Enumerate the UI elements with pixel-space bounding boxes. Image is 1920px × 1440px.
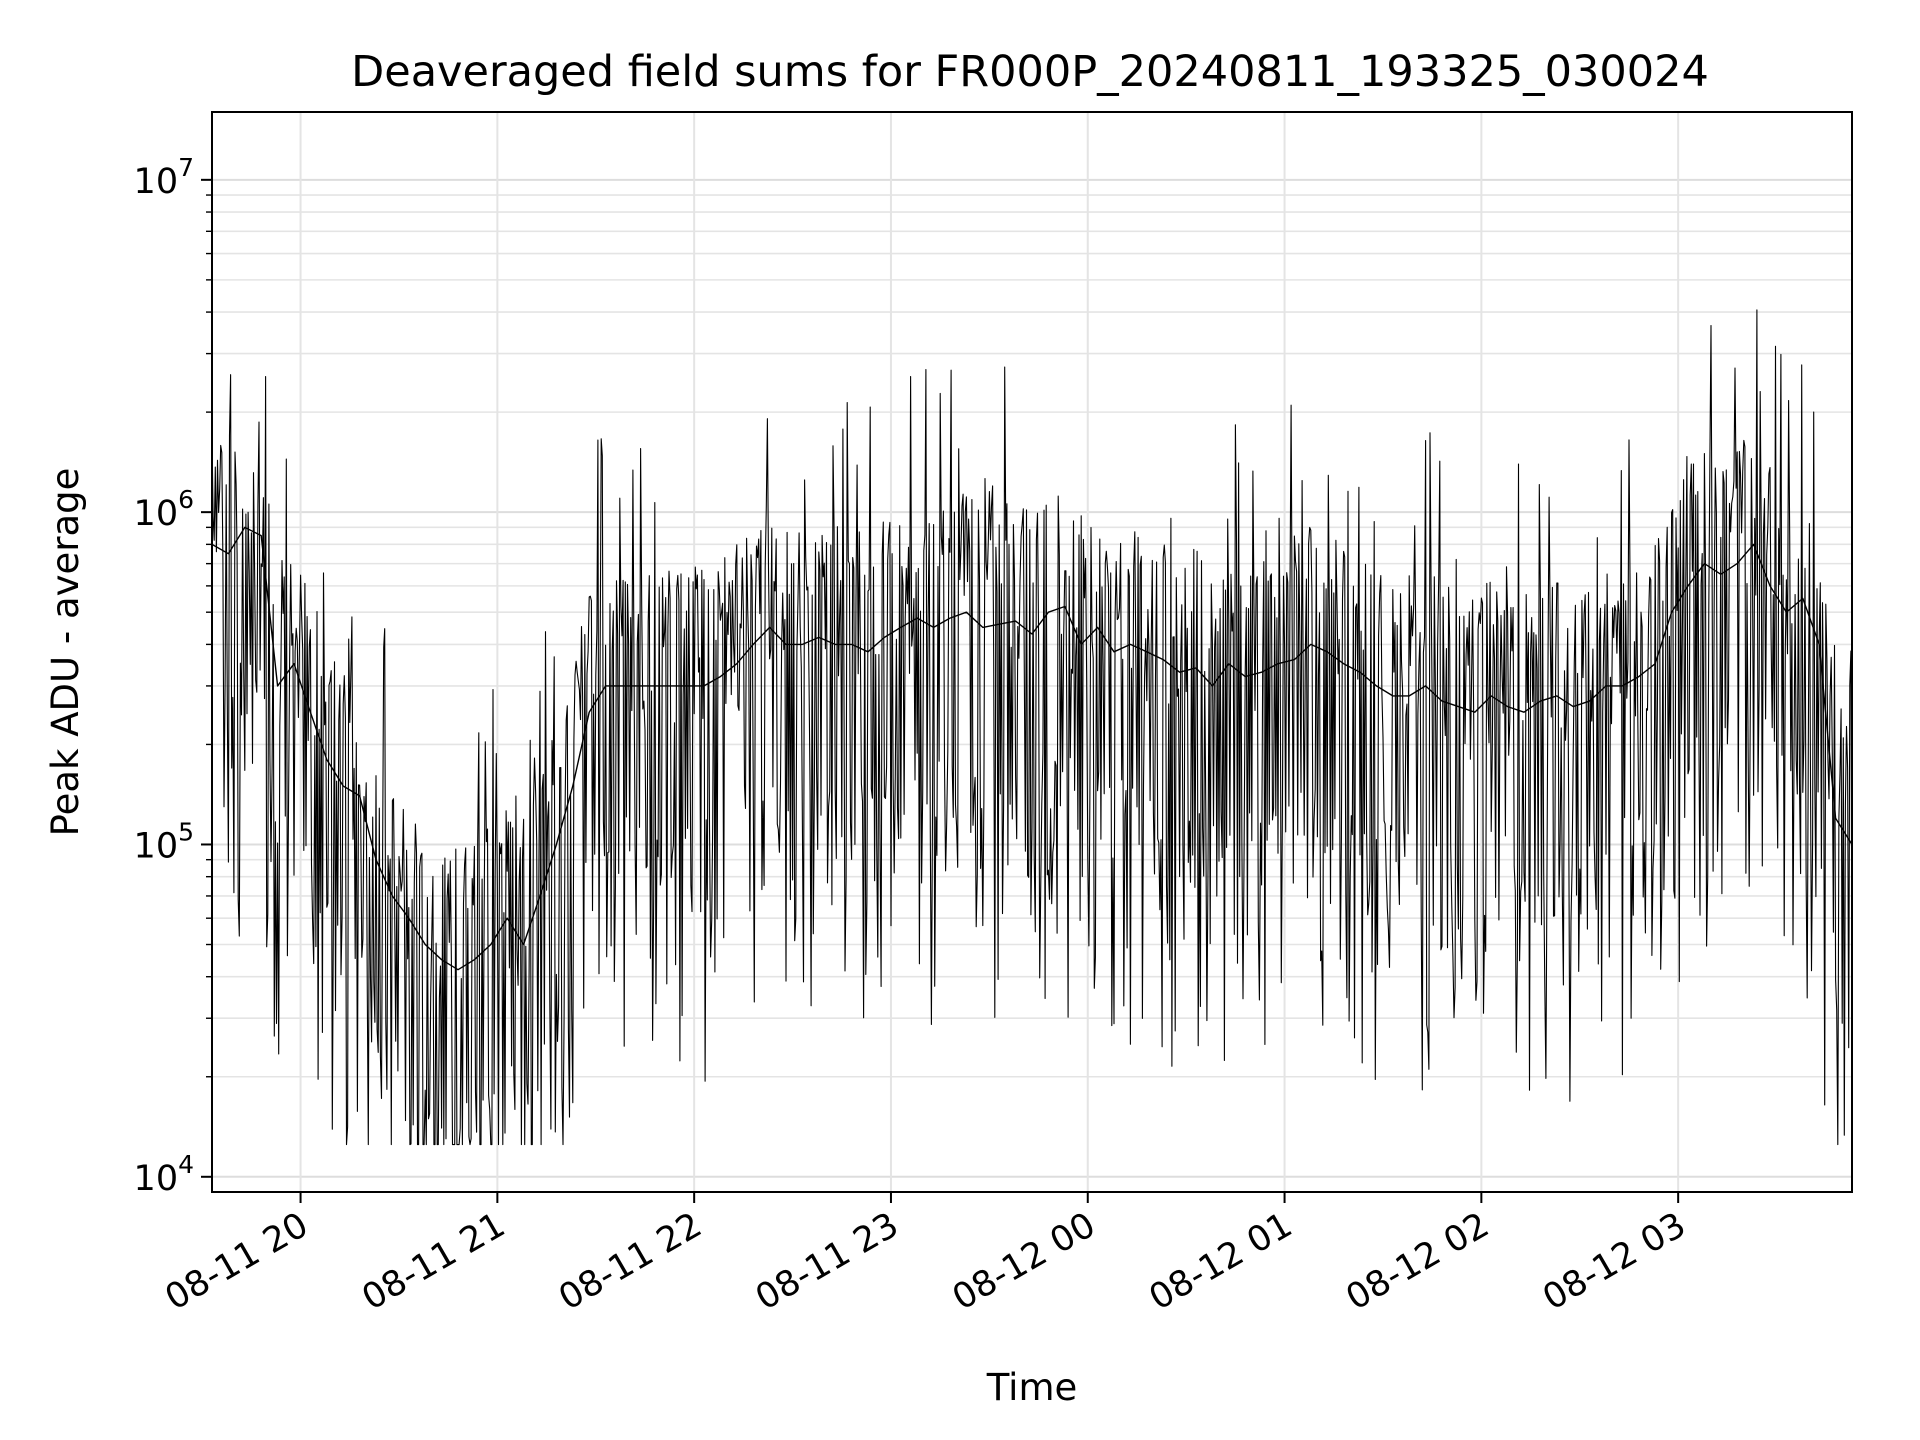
y-tick-label: 105 <box>134 817 194 866</box>
x-tick-label: 08-12 01 <box>1143 1205 1299 1318</box>
grid <box>212 112 1852 1192</box>
y-axis-label: Peak ADU - average <box>44 468 87 837</box>
series-noise <box>211 309 1853 1146</box>
x-tick-label: 08-12 00 <box>946 1205 1102 1318</box>
x-tick-label: 08-12 02 <box>1340 1205 1496 1318</box>
plot-frame <box>211 111 1853 1193</box>
x-axis-label: Time <box>986 1366 1078 1409</box>
chart-title: Deaveraged field sums for FR000P_2024081… <box>351 47 1709 97</box>
x-tick-label: 08-11 20 <box>159 1205 315 1318</box>
noise-layer <box>211 309 1853 1146</box>
x-tick-label: 08-11 23 <box>749 1205 905 1318</box>
x-tick-label: 08-12 03 <box>1536 1205 1692 1318</box>
series-line <box>211 526 1853 971</box>
x-tick-label: 08-11 22 <box>552 1205 708 1318</box>
x-tick-label: 08-11 21 <box>356 1205 512 1318</box>
y-tick-label: 104 <box>134 1150 194 1199</box>
y-tick-label: 107 <box>134 153 194 202</box>
x-axis: 08-11 20 08-11 21 08-11 22 08-11 23 08-12 00… <box>159 1192 1693 1318</box>
y-tick-label: 106 <box>134 485 194 534</box>
y-axis: 104 105 106 107 <box>134 153 212 1199</box>
